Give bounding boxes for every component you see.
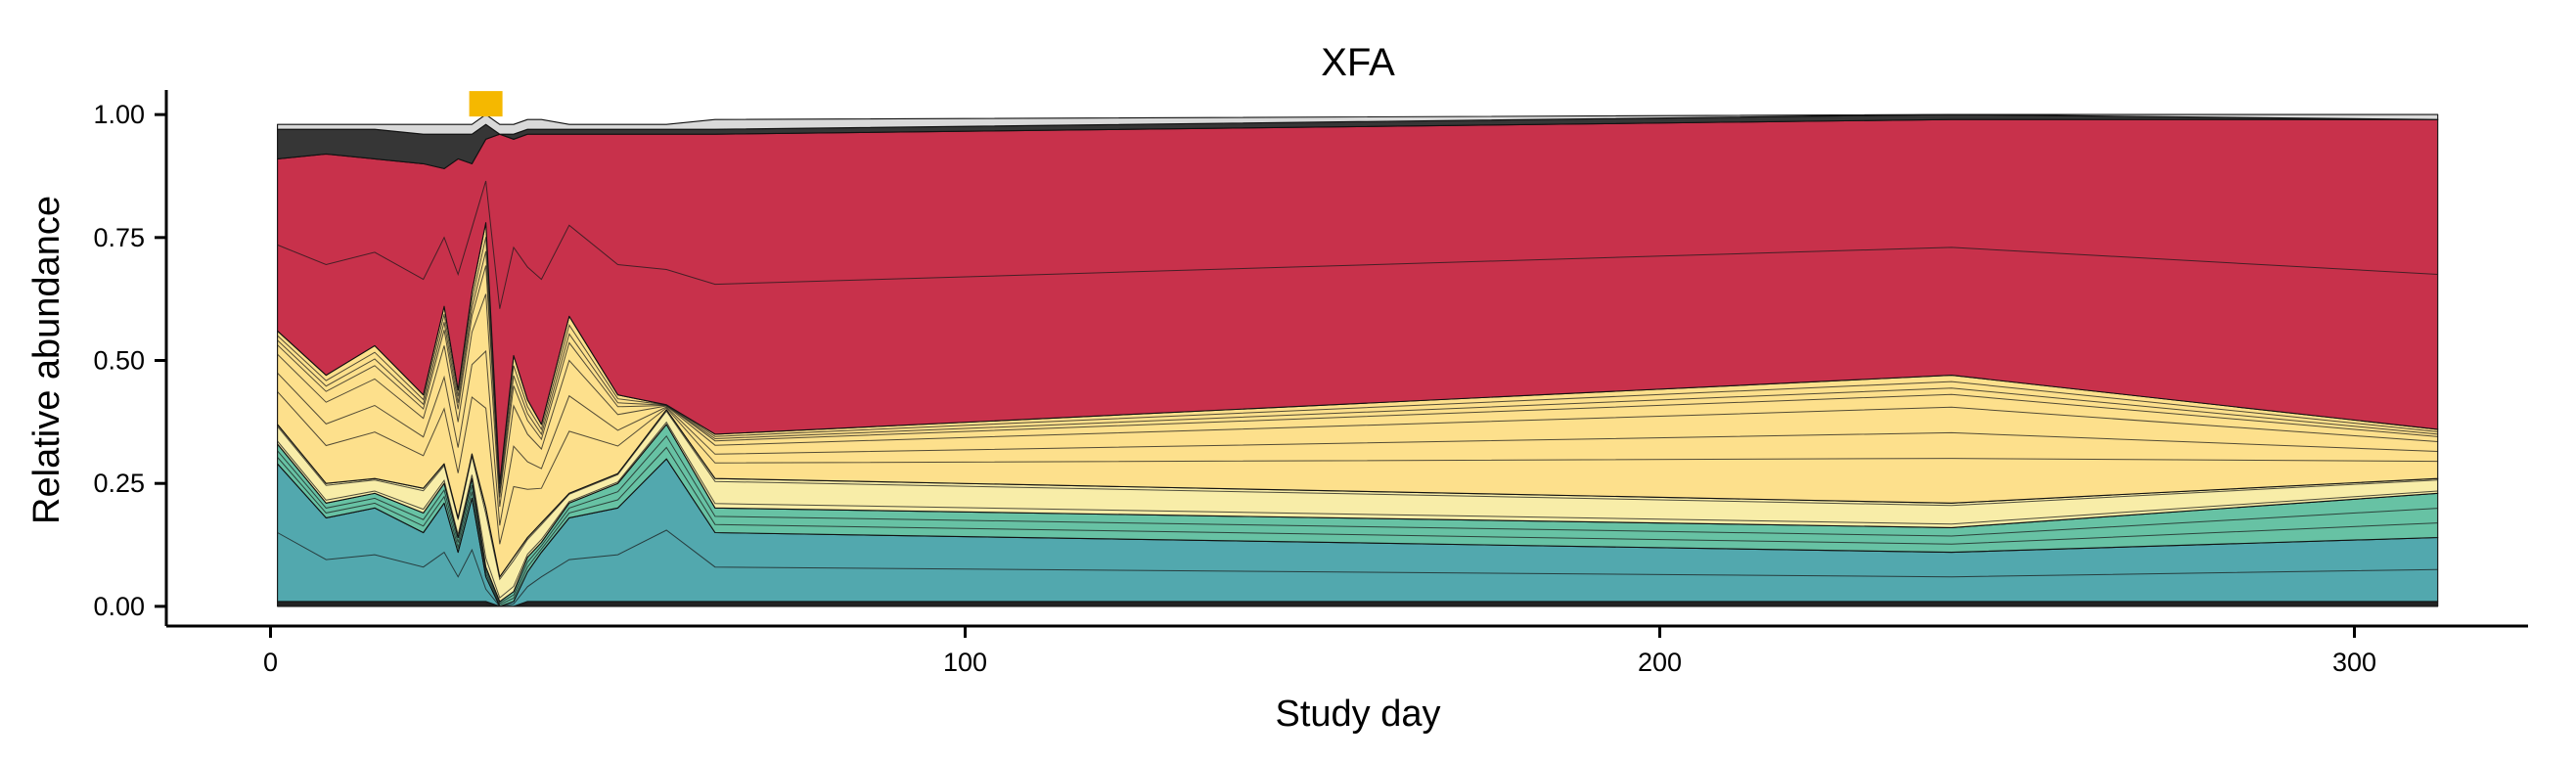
strata-line-1-3 xyxy=(277,602,2438,607)
strata-line-5-6 xyxy=(277,237,2438,489)
chart-title: XFA xyxy=(1321,41,1395,84)
area-layer-8 xyxy=(277,113,2439,135)
strata-line-4-2 xyxy=(277,410,2438,581)
y-axis-title: Relative abundance xyxy=(26,196,68,524)
y-tick-label-3: 0.75 xyxy=(93,223,145,252)
y-tick-label-1: 0.25 xyxy=(93,469,145,498)
y-tick-label-2: 0.50 xyxy=(93,346,145,376)
strata-line-2-1 xyxy=(277,529,2438,607)
x-axis-title: Study day xyxy=(1276,694,1441,735)
x-tick-label-0: 0 xyxy=(263,648,278,677)
plot-area xyxy=(277,91,2439,607)
event-marker xyxy=(469,91,503,117)
strata-line-3-1 xyxy=(277,446,2438,605)
x-tick-label-200: 200 xyxy=(1638,648,1682,677)
strata-line-5-2 xyxy=(277,349,2438,526)
x-tick-label-300: 300 xyxy=(2332,648,2376,677)
strata-line-4-1 xyxy=(277,421,2438,599)
y-axis-ticks: 0.00 0.25 0.50 0.75 1.00 xyxy=(93,100,166,621)
strata-line-5-1 xyxy=(277,391,2438,545)
x-tick-label-100: 100 xyxy=(943,648,987,677)
y-tick-label-4: 1.00 xyxy=(93,100,145,129)
strata-line-3-2 xyxy=(277,434,2438,605)
event-marker-layer xyxy=(469,91,503,117)
y-tick-label-0: 0.00 xyxy=(93,592,145,621)
stacked-area-layers xyxy=(277,113,2439,607)
strata-line-6-1 xyxy=(277,180,2438,309)
axes: 0 100 200 300 0.00 0.25 0.50 0.75 1.00 xyxy=(93,90,2528,677)
sub-taxa-lines xyxy=(277,180,2438,607)
x-axis-ticks: 0 100 200 300 xyxy=(263,626,2376,677)
strata-line-5-3 xyxy=(277,293,2438,508)
strata-line-5-5 xyxy=(277,250,2438,493)
